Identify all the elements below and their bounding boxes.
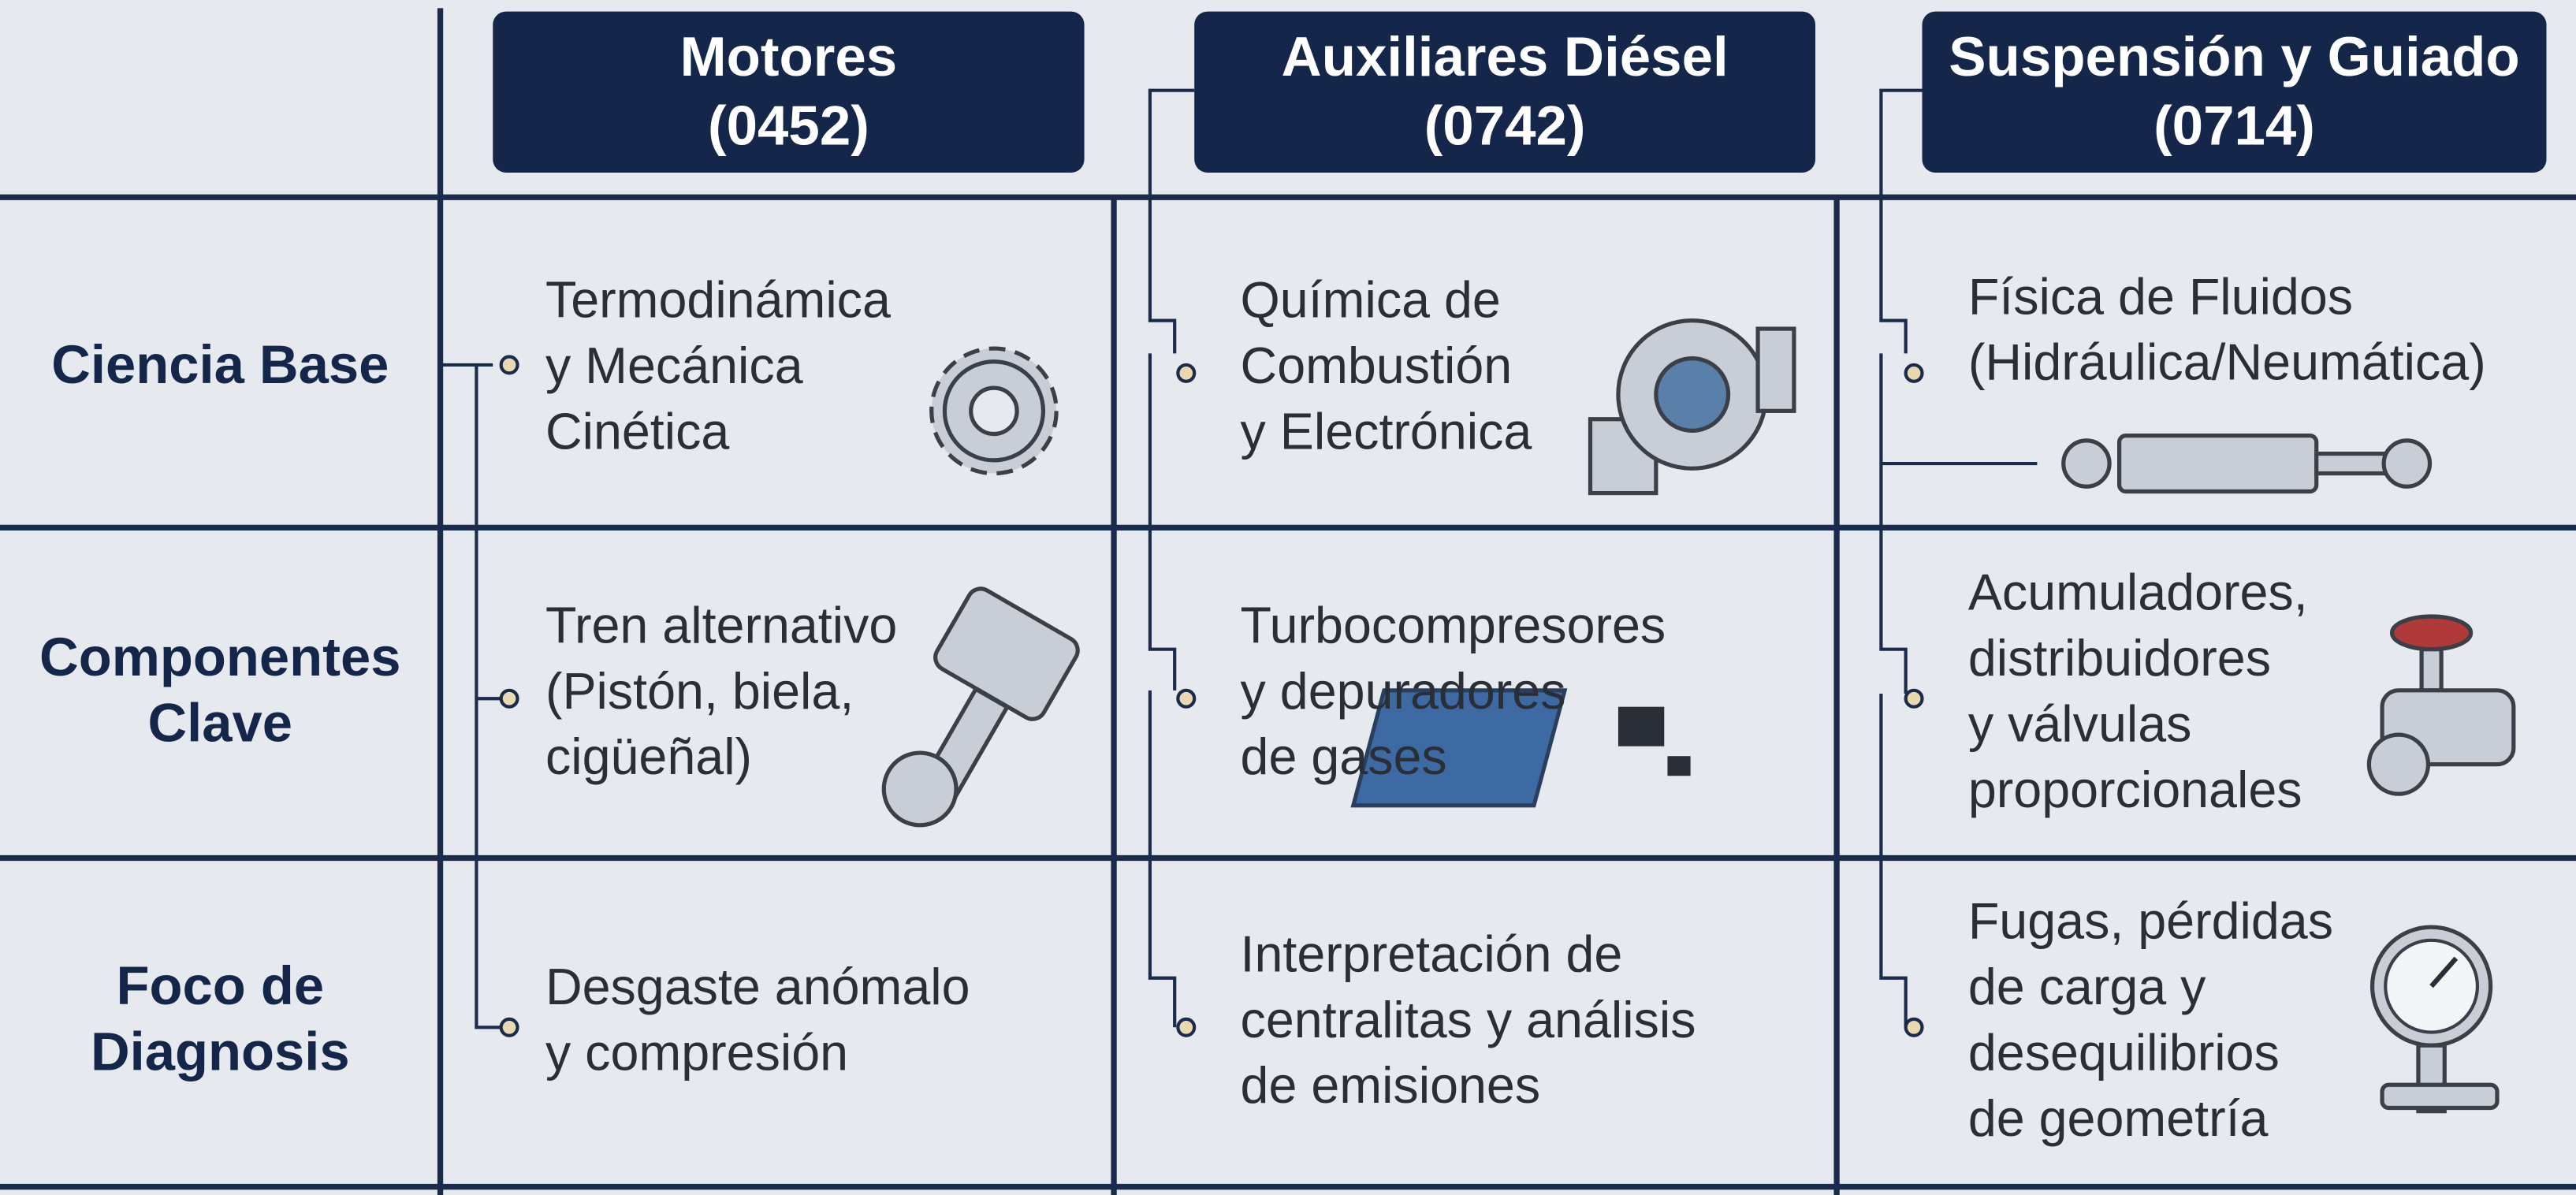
column-header	[493, 11, 1085, 173]
header-title: Motores	[680, 26, 898, 88]
row-label: Clave	[148, 692, 292, 753]
cell-text: y válvulas	[1968, 695, 2192, 752]
cell-text: Fugas, pérdidas	[1968, 893, 2333, 950]
cell-text: y Mecánica	[545, 337, 803, 394]
valve-icon	[2366, 614, 2516, 796]
cell-text: de emisiones	[1241, 1057, 1541, 1114]
connector-dot	[1904, 688, 1924, 709]
cell-text: Física de Fluidos	[1968, 268, 2353, 325]
connector-dot	[499, 1017, 519, 1037]
connector-dot	[1904, 1017, 1924, 1037]
cell-text: Química de	[1241, 271, 1501, 328]
cell-text: Desgaste anómalo	[545, 959, 970, 1015]
connector-dot	[1904, 363, 1924, 383]
header-code: (0742)	[1424, 95, 1586, 157]
cell-text: (Pistón, biela,	[545, 663, 854, 720]
row-label: Ciencia Base	[51, 334, 389, 395]
connectors	[440, 88, 2038, 1029]
cylinder-icon	[2061, 433, 2433, 494]
cell-text: Termodinámica	[545, 271, 891, 328]
row-label: Foco de	[116, 955, 324, 1016]
cell-text: Acumuladores,	[1968, 564, 2308, 621]
connector-dot	[1176, 363, 1197, 383]
cell-text: y depuradores	[1241, 663, 1566, 720]
cell-text: (Hidráulica/Neumática)	[1968, 334, 2486, 391]
row-label: Diagnosis	[91, 1022, 350, 1082]
cell-text: Turbocompresores	[1241, 597, 1666, 653]
cell-text: de geometría	[1968, 1090, 2269, 1147]
turbo-icon	[1588, 318, 1796, 496]
header-title: Suspensión y Guiado	[1949, 26, 2519, 88]
connector-dot	[499, 355, 519, 375]
cell-text: de carga y	[1968, 959, 2206, 1015]
header-code: (0714)	[2153, 95, 2315, 157]
gauge-icon	[2369, 925, 2500, 1114]
cell-text: de gases	[1241, 728, 1447, 785]
grid	[0, 8, 2576, 1195]
cell-text: cigüeñal)	[545, 728, 752, 785]
cell-text: y Electrónica	[1241, 403, 1532, 460]
cell-text: proporcionales	[1968, 761, 2302, 818]
row-label: Componentes	[39, 627, 400, 687]
cell-text: y compresión	[545, 1025, 848, 1081]
cell-text: Combustión	[1241, 337, 1513, 394]
piston-icon	[881, 586, 1080, 828]
cell-text: centralitas y análisis	[1241, 992, 1696, 1048]
circuit-icon	[1350, 688, 1691, 808]
header-code: (0452)	[708, 95, 869, 157]
column-header	[1194, 11, 1816, 173]
cell-text: distribuidores	[1968, 630, 2271, 687]
cell-text: Tren alternativo	[545, 597, 897, 653]
gear-icon	[929, 346, 1059, 476]
cell-text: Cinética	[545, 403, 729, 460]
cell-text: Interpretación de	[1241, 925, 1623, 982]
connector-dot	[1176, 1017, 1197, 1037]
cell-text: desequilibrios	[1968, 1025, 2280, 1081]
connector-dot	[1176, 688, 1197, 709]
connector-dot	[499, 688, 519, 709]
header-title: Auxiliares Diésel	[1282, 26, 1729, 88]
column-header	[1922, 11, 2547, 173]
